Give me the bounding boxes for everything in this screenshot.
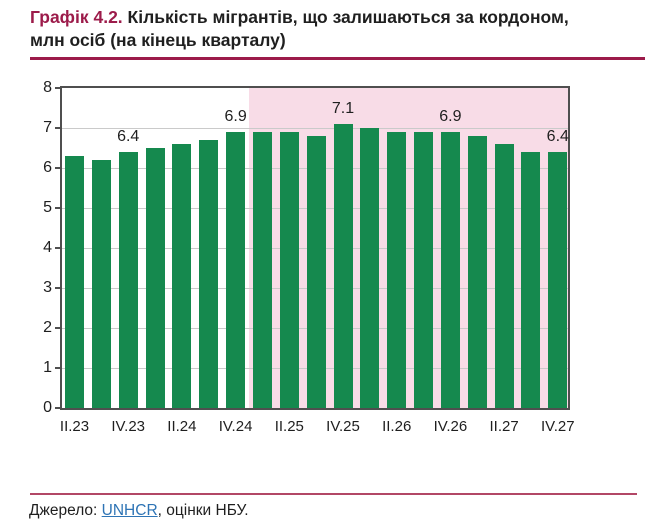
x-axis-label: II.27 [489,418,519,435]
chart-title-line2: млн осіб (на кінець кварталу) [30,30,286,50]
bar-IV.25 [333,124,353,408]
y-axis-tick [55,367,60,369]
y-axis-label: 4 [43,239,52,256]
bar-value-label: 6.4 [546,128,569,145]
chart-title-line1: Кількість мігрантів, що залишаються за к… [122,7,569,27]
bar-value-label: 6.9 [224,108,247,125]
bar-value-label: 6.4 [117,128,140,145]
bar-I.27 [467,136,487,408]
y-axis-tick [55,87,60,89]
y-axis-label: 2 [43,319,52,336]
y-axis-tick [55,127,60,129]
y-axis-label: 8 [43,79,52,96]
bar-IV.27 [548,152,568,408]
bar-IV.26 [440,132,460,408]
source-label: Джерело: [29,502,102,519]
bar-II.26 [387,132,407,408]
chart-number: Графік 4.2. [30,7,123,27]
gridline [62,127,568,129]
bar-I.26 [360,128,380,408]
plot-area [60,86,570,410]
x-axis-label: IV.27 [540,418,575,435]
y-axis-label: 7 [43,119,52,136]
x-axis-label: IV.25 [326,418,360,435]
x-axis-label: IV.26 [433,418,468,435]
y-axis-label: 5 [43,199,52,216]
y-axis-label: 0 [43,399,52,416]
source-text: Джерело: UNHCR, оцінки НБУ. [29,501,249,521]
y-axis-label: 6 [43,159,52,176]
source-suffix: , оцінки НБУ. [157,502,249,519]
bar-II.23 [65,156,84,408]
y-axis-tick [55,407,60,409]
bar-III.26 [414,132,434,408]
y-axis-label: 3 [43,279,52,296]
x-axis-label: II.23 [59,418,90,435]
bar-value-label: 7.1 [331,100,355,117]
bar-II.27 [494,144,514,408]
x-axis-label: II.26 [382,418,412,435]
y-axis-tick [55,207,60,209]
bar-I.25 [252,132,272,408]
x-axis-label: IV.23 [111,418,146,435]
bar-II.24 [172,144,192,408]
bar-value-label: 6.9 [439,108,462,125]
bar-II.25 [279,132,299,408]
unhcr-link[interactable]: UNHCR [101,502,158,519]
x-axis-label: II.24 [167,418,197,435]
y-axis-tick [55,247,60,249]
title-underline [30,57,645,60]
y-axis-tick [55,167,60,169]
x-axis-label: IV.24 [218,418,253,435]
bar-III.23 [91,160,111,408]
bar-III.27 [521,152,541,408]
source-separator [30,493,637,495]
bar-IV.23 [118,152,138,408]
bar-I.24 [145,148,165,408]
bar-III.25 [306,136,326,408]
y-axis-tick [55,327,60,329]
x-axis-label: II.25 [274,418,304,435]
bar-III.24 [199,140,219,408]
y-axis-label: 1 [43,359,52,376]
chart-title: Графік 4.2. Кількість мігрантів, що зали… [30,6,642,52]
bar-IV.24 [226,132,246,408]
y-axis-tick [55,287,60,289]
